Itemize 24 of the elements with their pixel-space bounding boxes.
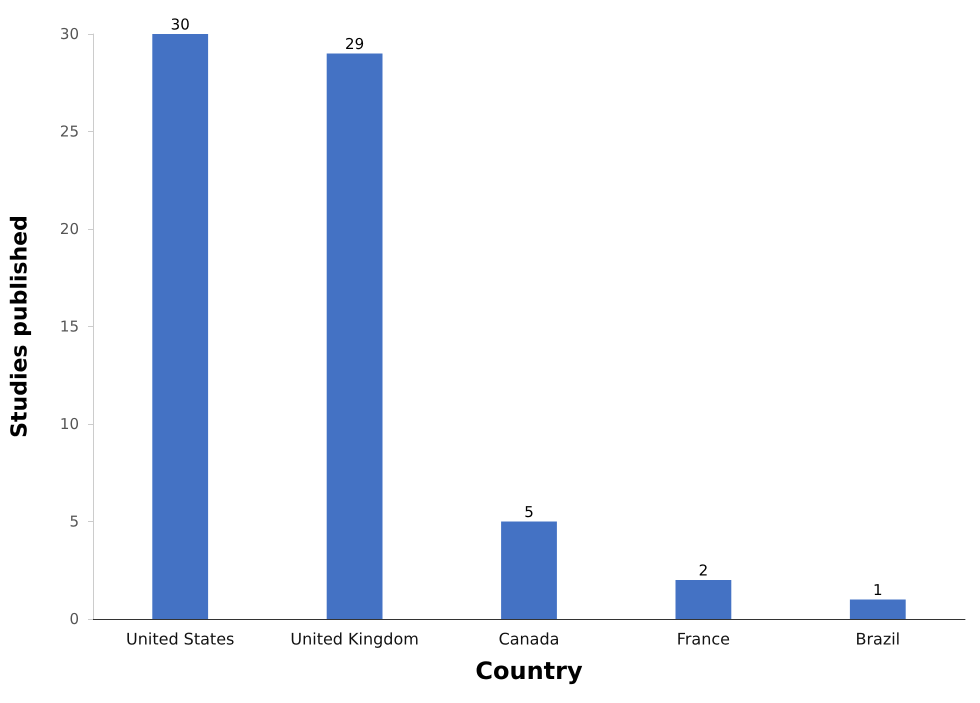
bar	[152, 34, 208, 619]
x-tick-label: United States	[126, 630, 234, 648]
bar	[675, 580, 732, 619]
x-tick-label: Brazil	[855, 630, 900, 648]
y-axis-title: Studies published	[8, 215, 32, 438]
y-tick-label: 5	[69, 512, 79, 530]
y-tick-label: 25	[60, 122, 79, 140]
x-axis-title: Country	[475, 657, 583, 685]
y-tick-label: 30	[60, 25, 79, 43]
x-tick-label: Canada	[498, 630, 560, 648]
y-tick-label: 0	[69, 610, 79, 628]
y-tick-label: 20	[60, 220, 79, 238]
data-label: 2	[698, 562, 708, 580]
data-label: 1	[873, 581, 883, 599]
y-tick-label: 15	[60, 318, 79, 336]
data-label: 5	[524, 503, 534, 521]
x-tick-label: France	[676, 630, 730, 648]
bar	[850, 600, 906, 619]
x-tick-label: United Kingdom	[290, 630, 419, 648]
y-tick-label: 10	[60, 415, 79, 433]
data-label: 29	[345, 35, 364, 53]
bar	[326, 54, 383, 619]
data-label: 30	[170, 16, 190, 34]
bar	[501, 522, 557, 619]
